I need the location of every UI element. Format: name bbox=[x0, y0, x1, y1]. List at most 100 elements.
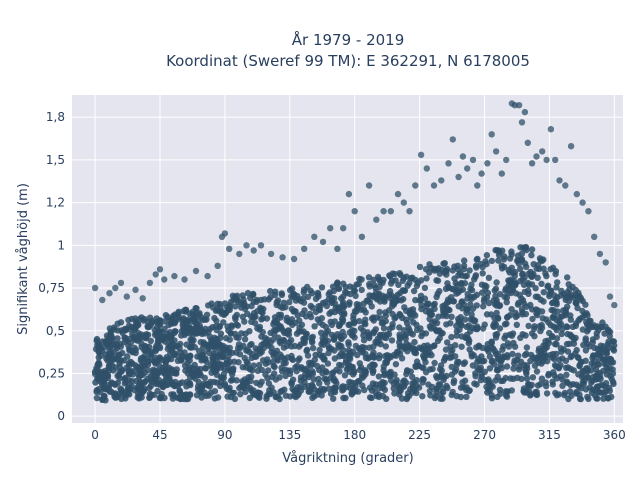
data-point bbox=[346, 299, 353, 306]
data-point bbox=[214, 262, 221, 269]
data-point bbox=[251, 320, 259, 327]
data-point bbox=[529, 315, 536, 323]
data-point bbox=[265, 367, 272, 374]
data-point bbox=[294, 362, 301, 370]
data-point bbox=[192, 267, 200, 275]
data-point bbox=[311, 233, 318, 240]
data-point bbox=[426, 261, 433, 268]
data-point bbox=[317, 302, 324, 310]
data-point bbox=[523, 375, 531, 382]
data-point bbox=[528, 246, 536, 253]
data-point bbox=[422, 330, 430, 337]
data-point bbox=[227, 377, 235, 384]
data-point bbox=[407, 329, 414, 337]
data-point bbox=[148, 391, 155, 398]
data-point bbox=[250, 313, 258, 321]
data-point bbox=[493, 247, 501, 254]
data-point bbox=[230, 365, 237, 372]
data-point bbox=[514, 374, 521, 382]
data-point bbox=[440, 309, 447, 316]
data-point bbox=[396, 388, 403, 395]
data-point bbox=[132, 286, 139, 293]
data-point bbox=[440, 376, 447, 383]
data-point bbox=[461, 280, 469, 287]
data-point bbox=[178, 354, 186, 361]
data-point bbox=[146, 279, 154, 287]
data-point bbox=[376, 283, 383, 291]
data-point bbox=[514, 252, 522, 259]
data-point bbox=[404, 394, 411, 401]
data-point bbox=[383, 395, 390, 402]
data-point bbox=[453, 361, 461, 368]
data-point bbox=[524, 365, 531, 372]
data-point bbox=[432, 392, 440, 400]
data-point bbox=[327, 390, 335, 397]
data-point bbox=[565, 281, 572, 288]
data-point bbox=[493, 309, 500, 317]
data-point bbox=[256, 390, 264, 397]
data-point bbox=[369, 380, 377, 387]
data-point bbox=[438, 371, 445, 378]
data-point bbox=[294, 292, 301, 300]
data-point bbox=[523, 344, 531, 351]
data-point bbox=[118, 386, 125, 393]
data-point bbox=[381, 379, 388, 387]
data-point bbox=[527, 357, 534, 365]
data-point bbox=[564, 348, 572, 355]
data-point bbox=[146, 384, 153, 392]
data-point bbox=[303, 346, 311, 353]
data-point bbox=[488, 395, 496, 402]
data-point bbox=[304, 352, 312, 359]
data-point bbox=[287, 287, 294, 294]
data-point bbox=[584, 393, 591, 401]
data-point bbox=[491, 287, 498, 294]
data-point bbox=[423, 165, 430, 172]
data-point bbox=[312, 295, 320, 302]
data-point bbox=[103, 355, 110, 362]
data-point bbox=[263, 395, 270, 402]
data-point bbox=[366, 354, 373, 361]
data-point bbox=[282, 366, 289, 373]
data-point bbox=[135, 395, 143, 402]
data-point bbox=[572, 299, 579, 307]
data-point bbox=[550, 369, 557, 376]
data-point bbox=[311, 323, 318, 330]
x-tick-label: 135 bbox=[278, 428, 301, 442]
data-point bbox=[508, 306, 515, 313]
data-point bbox=[97, 352, 104, 360]
data-point bbox=[478, 170, 485, 177]
data-point bbox=[491, 320, 498, 327]
data-point bbox=[550, 314, 557, 322]
data-point bbox=[166, 343, 173, 351]
data-point bbox=[221, 230, 229, 237]
data-point bbox=[199, 383, 206, 390]
data-point bbox=[535, 261, 542, 269]
data-point bbox=[264, 340, 271, 347]
data-point bbox=[272, 327, 279, 334]
data-point bbox=[279, 254, 286, 261]
data-point bbox=[375, 391, 382, 398]
data-point bbox=[422, 369, 430, 376]
data-point bbox=[452, 342, 459, 349]
data-point bbox=[564, 303, 571, 310]
data-point bbox=[479, 270, 486, 277]
data-point bbox=[106, 388, 114, 395]
y-tick-label: 1,8 bbox=[46, 110, 65, 124]
data-point bbox=[466, 346, 473, 353]
data-point bbox=[129, 371, 136, 378]
data-point bbox=[183, 395, 190, 403]
data-point bbox=[496, 302, 504, 309]
data-point bbox=[396, 333, 404, 341]
data-point bbox=[186, 330, 194, 337]
data-point bbox=[236, 351, 244, 358]
data-point bbox=[494, 367, 501, 374]
data-point bbox=[358, 276, 365, 283]
data-point bbox=[552, 156, 559, 164]
y-tick-label: 1,5 bbox=[46, 153, 65, 167]
data-point bbox=[538, 348, 545, 355]
data-point bbox=[117, 279, 125, 287]
data-point bbox=[197, 365, 204, 373]
data-point bbox=[251, 353, 259, 360]
data-point bbox=[161, 318, 168, 325]
data-point bbox=[372, 326, 379, 333]
